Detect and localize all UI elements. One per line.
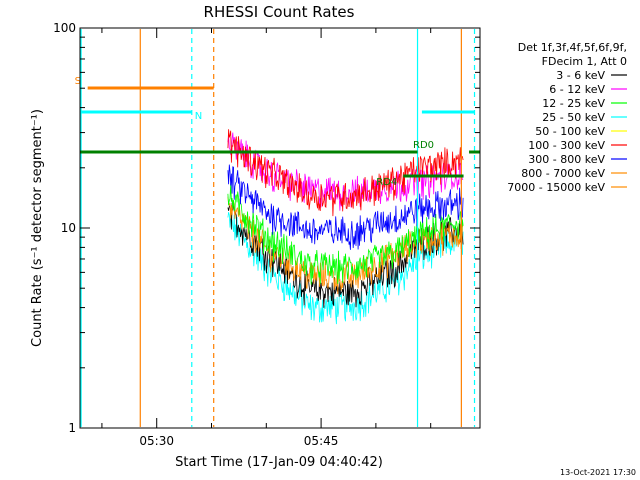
x-tick-label-0530: 05:30 xyxy=(139,434,174,448)
series-12-25-kev-line xyxy=(227,183,464,285)
x-axis-label: Start Time (17-Jan-09 04:40:42) xyxy=(175,455,383,470)
series-100-300-kev-line xyxy=(227,129,464,217)
series-25-50-kev-line xyxy=(227,212,464,325)
legend-label-6-12-kev: 6 - 12 keV xyxy=(549,83,605,96)
legend-label-800-7000-kev: 800 - 7000 keV xyxy=(521,167,605,180)
legend: Det 1f,3f,4f,5f,6f,9f, FDecim 1, Att 0 3… xyxy=(507,41,627,194)
legend-header-decimation: FDecim 1, Att 0 xyxy=(542,55,627,68)
legend-header-detectors: Det 1f,3f,4f,5f,6f,9f, xyxy=(518,41,627,54)
legend-label-3-6-kev: 3 - 6 keV xyxy=(556,69,605,82)
flag-label-rd4: RD4 xyxy=(376,177,397,188)
y-tick-label-1: 1 xyxy=(68,421,76,435)
x-tick-label-0545: 05:45 xyxy=(304,434,339,448)
flag-label-n: N xyxy=(195,111,202,122)
series-3-6-kev-line xyxy=(227,202,464,308)
flag-label-rd0: RD0 xyxy=(413,140,434,151)
y-tick-label-10: 10 xyxy=(61,221,76,235)
legend-label-50-100-kev: 50 - 100 keV xyxy=(535,125,605,138)
axis-layer: 1 10 100 05:30 05:45 xyxy=(53,21,480,448)
legend-label-100-300-kev: 100 - 300 keV xyxy=(528,139,605,152)
y-tick-label-100: 100 xyxy=(53,21,76,35)
flag-label-s: S xyxy=(75,76,81,87)
series-layer xyxy=(227,129,464,325)
flag-bars-layer: S N RD0 RD4 xyxy=(75,76,480,188)
footer-timestamp: 13-Oct-2021 17:30 xyxy=(560,468,636,477)
chart-title: RHESSI Count Rates xyxy=(204,3,355,21)
series-300-800-kev-line xyxy=(227,164,464,250)
y-axis-label: Count Rate (s⁻¹ detector segment⁻¹) xyxy=(30,109,45,347)
legend-label-300-800-kev: 300 - 800 keV xyxy=(528,153,605,166)
legend-label-12-25-kev: 12 - 25 keV xyxy=(542,97,605,110)
legend-label-7000-15000-kev: 7000 - 15000 keV xyxy=(507,181,605,194)
legend-label-25-50-kev: 25 - 50 keV xyxy=(542,111,605,124)
